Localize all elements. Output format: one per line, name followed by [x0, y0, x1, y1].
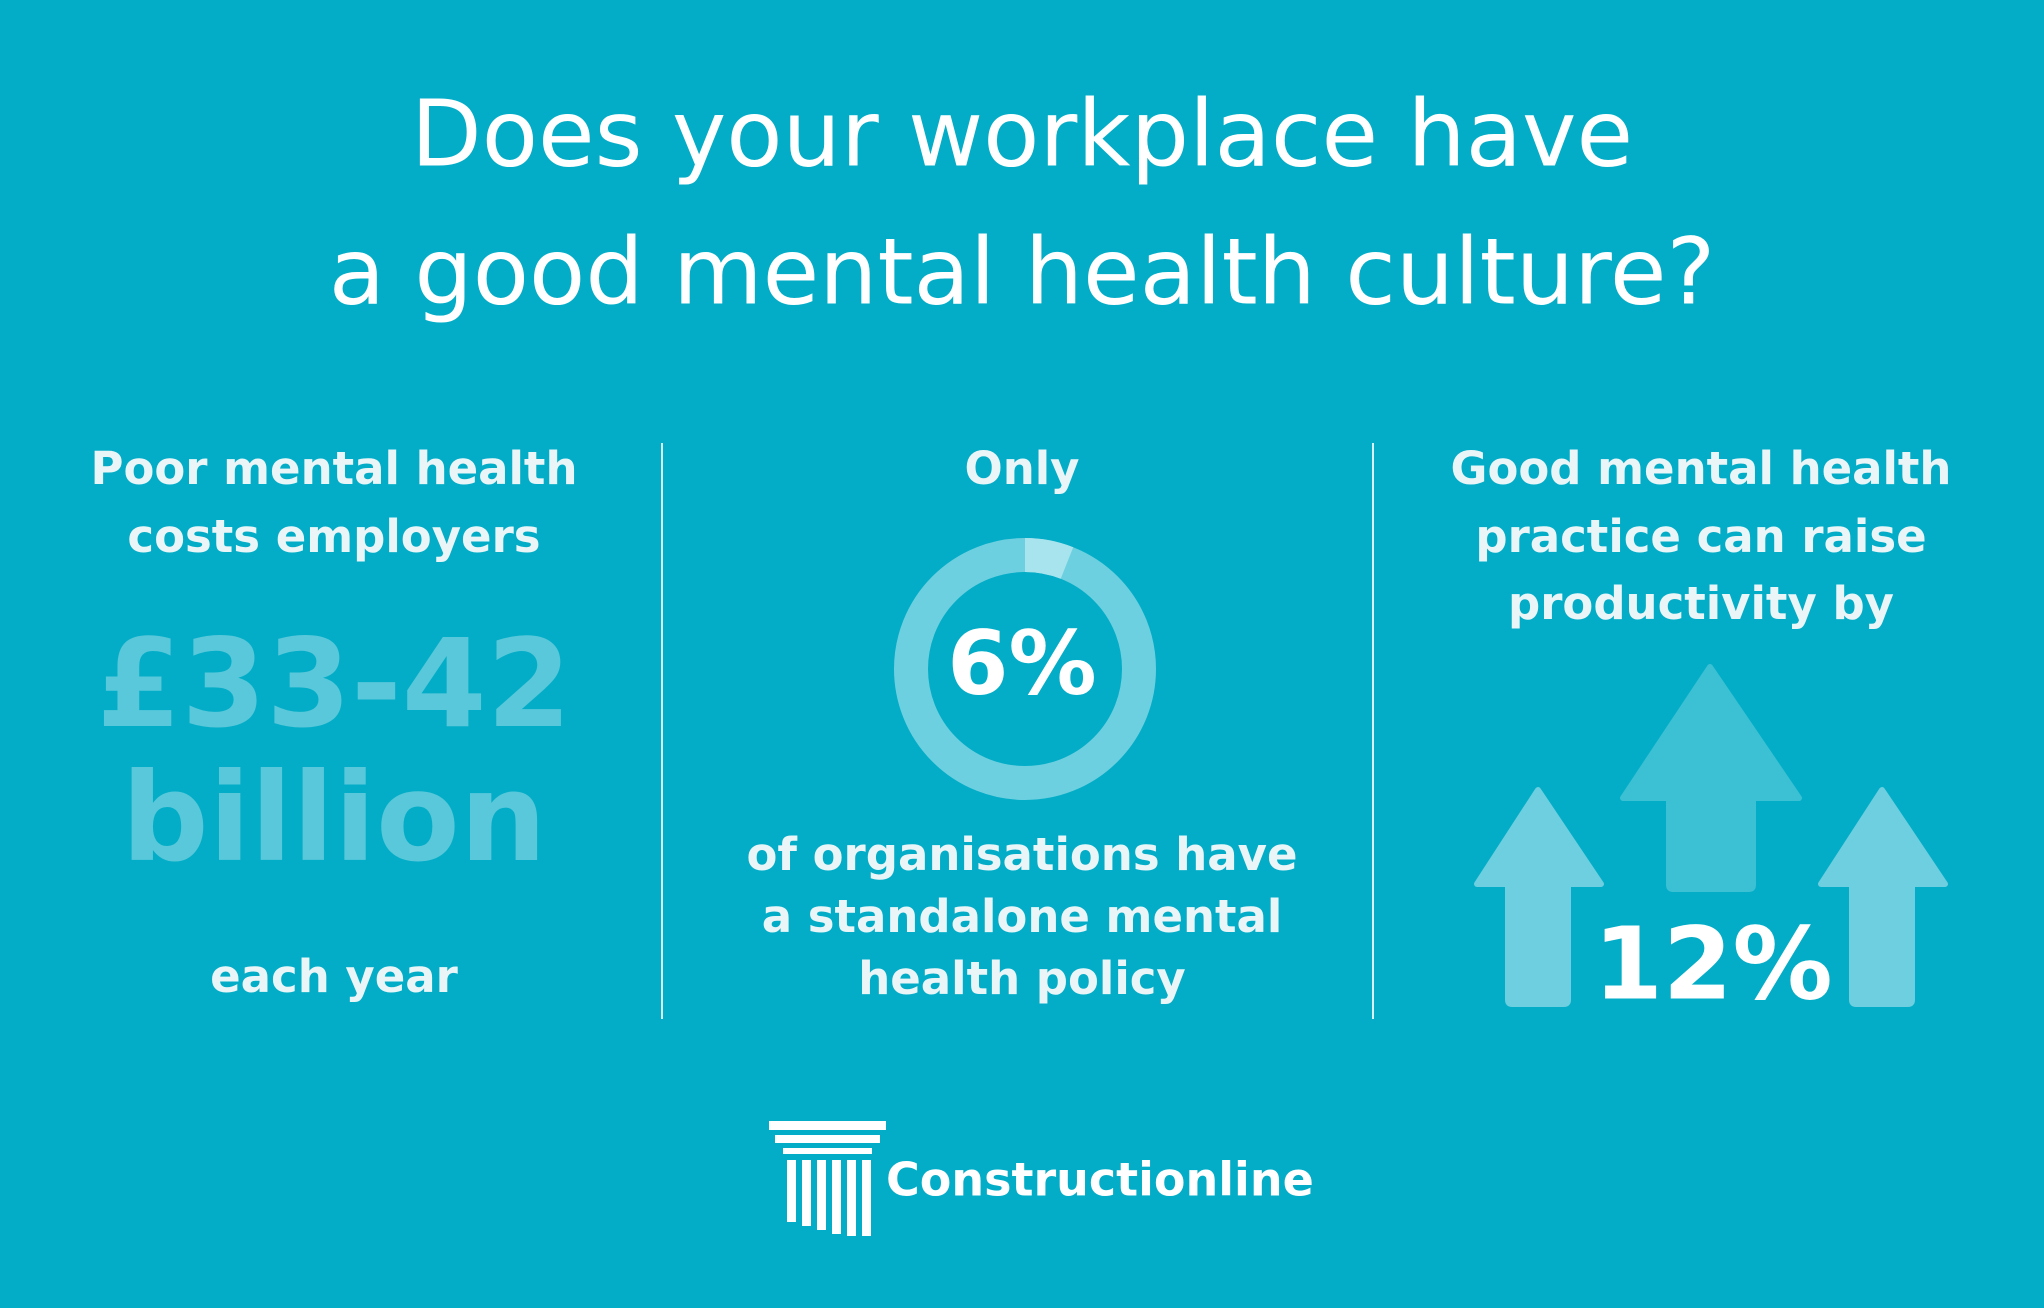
- big-figure: billion: [121, 747, 546, 889]
- donut: [1024, 538, 1074, 580]
- donut-segment: [1024, 538, 1074, 580]
- panel-text: Good mental health: [1451, 442, 1952, 495]
- title-line: Does your workplace have: [411, 80, 1633, 187]
- panel-text: practice can raise: [1475, 510, 1926, 563]
- donut-label: 6%: [947, 612, 1096, 715]
- title-line: a good mental health culture?: [329, 218, 1716, 325]
- arrow: [1818, 787, 1948, 1007]
- logo-text: Constructionline: [886, 1153, 1314, 1207]
- panel-text: costs employers: [127, 510, 540, 563]
- panel-text: productivity by: [1508, 577, 1894, 630]
- big-figure: £33-42: [96, 613, 571, 755]
- panel-text: of organisations have: [746, 828, 1297, 881]
- panel-text: Only: [964, 442, 1079, 495]
- arrow: [1474, 787, 1604, 1007]
- arrow: [1620, 664, 1802, 892]
- big-figure: 12%: [1593, 905, 1832, 1022]
- logo-icon: [769, 1121, 886, 1236]
- panel-text: Poor mental health: [91, 442, 578, 495]
- panel-text: health policy: [858, 952, 1186, 1005]
- panel-text: each year: [210, 950, 458, 1003]
- panel-text: a standalone mental: [762, 890, 1283, 943]
